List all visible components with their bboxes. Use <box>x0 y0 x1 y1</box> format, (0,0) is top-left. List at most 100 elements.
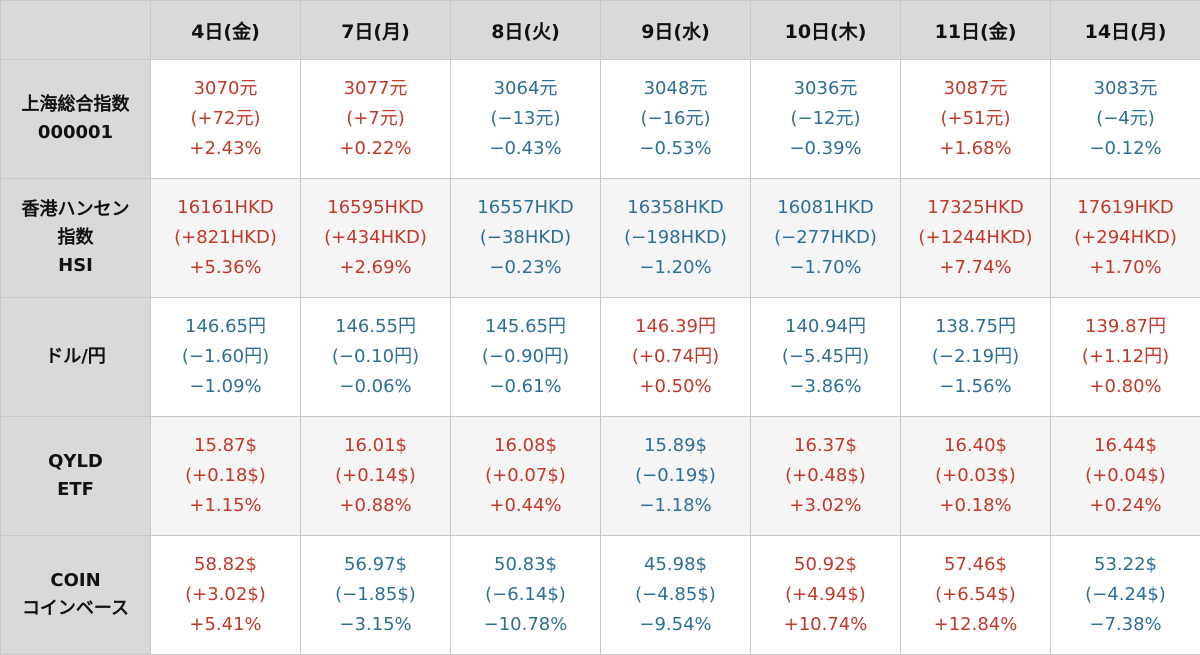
data-cell: 3083元(−4元)−0.12% <box>1051 60 1200 179</box>
data-cell: 3077元(+7元)+0.22% <box>301 60 451 179</box>
cell-price: 45.98$ <box>601 550 750 580</box>
data-cell: 3070元(+72元)+2.43% <box>151 60 301 179</box>
cell-price: 57.46$ <box>901 550 1050 580</box>
cell-change: (−16元) <box>601 104 750 134</box>
cell-pct: −0.43% <box>451 134 600 164</box>
cell-price: 146.55円 <box>301 312 450 342</box>
cell-change: (+4.94$) <box>751 580 900 610</box>
data-cell: 58.82$(+3.02$)+5.41% <box>151 536 301 655</box>
data-cell: 146.39円(+0.74円)+0.50% <box>601 298 751 417</box>
cell-price: 17325HKD <box>901 193 1050 223</box>
cell-price: 56.97$ <box>301 550 450 580</box>
cell-pct: −0.06% <box>301 372 450 402</box>
cell-change: (−1.85$) <box>301 580 450 610</box>
data-cell: 138.75円(−2.19円)−1.56% <box>901 298 1051 417</box>
cell-pct: −1.09% <box>151 372 300 402</box>
data-cell: 3036元(−12元)−0.39% <box>751 60 901 179</box>
cell-price: 3064元 <box>451 74 600 104</box>
cell-change: (+51元) <box>901 104 1050 134</box>
cell-change: (−198HKD) <box>601 223 750 253</box>
cell-price: 16.08$ <box>451 431 600 461</box>
cell-price: 50.83$ <box>451 550 600 580</box>
data-cell: 140.94円(−5.45円)−3.86% <box>751 298 901 417</box>
cell-pct: −3.86% <box>751 372 900 402</box>
cell-pct: +0.80% <box>1051 372 1200 402</box>
cell-pct: −1.56% <box>901 372 1050 402</box>
row-label: ドル/円 <box>1 298 151 417</box>
row-label-line: QYLD <box>1 448 150 476</box>
cell-price: 17619HKD <box>1051 193 1200 223</box>
cell-change: (−4.85$) <box>601 580 750 610</box>
data-cell: 16595HKD(+434HKD)+2.69% <box>301 179 451 298</box>
cell-price: 50.92$ <box>751 550 900 580</box>
cell-price: 3036元 <box>751 74 900 104</box>
data-cell: 45.98$(−4.85$)−9.54% <box>601 536 751 655</box>
cell-pct: +0.44% <box>451 491 600 521</box>
cell-change: (+294HKD) <box>1051 223 1200 253</box>
data-cell: 17325HKD(+1244HKD)+7.74% <box>901 179 1051 298</box>
data-cell: 16.40$(+0.03$)+0.18% <box>901 417 1051 536</box>
cell-price: 58.82$ <box>151 550 300 580</box>
cell-change: (+0.07$) <box>451 461 600 491</box>
cell-price: 16595HKD <box>301 193 450 223</box>
data-cell: 53.22$(−4.24$)−7.38% <box>1051 536 1200 655</box>
cell-pct: +10.74% <box>751 610 900 640</box>
data-cell: 50.92$(+4.94$)+10.74% <box>751 536 901 655</box>
row-label-line: 上海総合指数 <box>1 91 150 119</box>
cell-price: 16161HKD <box>151 193 300 223</box>
cell-change: (+0.18$) <box>151 461 300 491</box>
cell-pct: −1.70% <box>751 253 900 283</box>
cell-pct: +0.24% <box>1051 491 1200 521</box>
cell-pct: −9.54% <box>601 610 750 640</box>
data-cell: 16161HKD(+821HKD)+5.36% <box>151 179 301 298</box>
row-label-line: 000001 <box>1 119 150 147</box>
cell-price: 3087元 <box>901 74 1050 104</box>
cell-change: (+1244HKD) <box>901 223 1050 253</box>
data-cell: 16557HKD(−38HKD)−0.23% <box>451 179 601 298</box>
cell-change: (−0.10円) <box>301 342 450 372</box>
data-cell: 50.83$(−6.14$)−10.78% <box>451 536 601 655</box>
cell-pct: +1.68% <box>901 134 1050 164</box>
cell-price: 16.01$ <box>301 431 450 461</box>
row-label-line: ETF <box>1 476 150 504</box>
data-cell: 16.37$(+0.48$)+3.02% <box>751 417 901 536</box>
cell-change: (−6.14$) <box>451 580 600 610</box>
cell-price: 15.89$ <box>601 431 750 461</box>
cell-price: 140.94円 <box>751 312 900 342</box>
cell-pct: −3.15% <box>301 610 450 640</box>
table-header: 4日(金) 7日(月) 8日(火) 9日(水) 10日(木) 11日(金) 14… <box>1 1 1200 60</box>
cell-change: (+72元) <box>151 104 300 134</box>
cell-change: (−0.19$) <box>601 461 750 491</box>
cell-price: 16.44$ <box>1051 431 1200 461</box>
cell-pct: +3.02% <box>751 491 900 521</box>
cell-change: (−4元) <box>1051 104 1200 134</box>
cell-change: (−12元) <box>751 104 900 134</box>
data-cell: 17619HKD(+294HKD)+1.70% <box>1051 179 1200 298</box>
column-header: 7日(月) <box>301 1 451 60</box>
cell-price: 3070元 <box>151 74 300 104</box>
cell-pct: −1.18% <box>601 491 750 521</box>
cell-price: 16.40$ <box>901 431 1050 461</box>
cell-pct: +1.15% <box>151 491 300 521</box>
cell-price: 3083元 <box>1051 74 1200 104</box>
cell-pct: +2.43% <box>151 134 300 164</box>
data-cell: 3064元(−13元)−0.43% <box>451 60 601 179</box>
cell-change: (+0.48$) <box>751 461 900 491</box>
row-label-line: 指数 <box>1 224 150 252</box>
data-cell: 16.44$(+0.04$)+0.24% <box>1051 417 1200 536</box>
data-cell: 145.65円(−0.90円)−0.61% <box>451 298 601 417</box>
data-cell: 57.46$(+6.54$)+12.84% <box>901 536 1051 655</box>
cell-price: 139.87円 <box>1051 312 1200 342</box>
header-row: 4日(金) 7日(月) 8日(火) 9日(水) 10日(木) 11日(金) 14… <box>1 1 1200 60</box>
cell-change: (−5.45円) <box>751 342 900 372</box>
cell-change: (+0.14$) <box>301 461 450 491</box>
cell-pct: −7.38% <box>1051 610 1200 640</box>
data-cell: 16358HKD(−198HKD)−1.20% <box>601 179 751 298</box>
corner-cell <box>1 1 151 60</box>
cell-price: 3048元 <box>601 74 750 104</box>
data-cell: 3087元(+51元)+1.68% <box>901 60 1051 179</box>
